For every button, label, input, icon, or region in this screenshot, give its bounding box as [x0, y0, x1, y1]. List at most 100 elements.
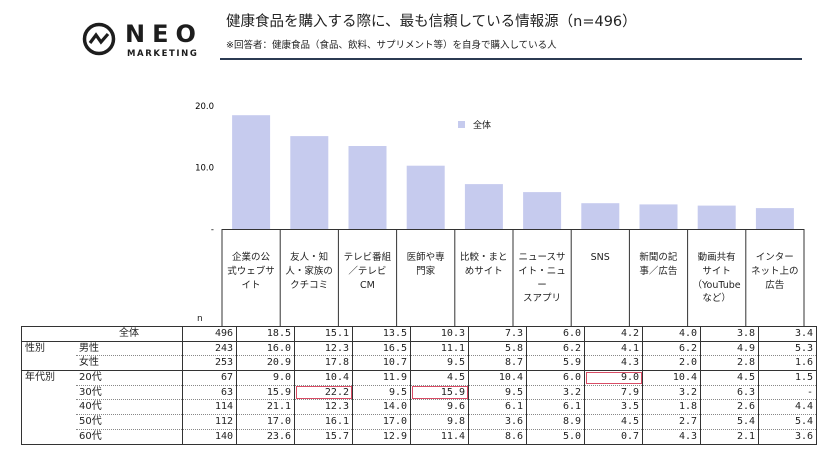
value-cell: 12.3 [294, 340, 353, 356]
category-label-line: イト・ニュー [518, 265, 566, 291]
table-row: 60代 140 23.6 15.7 12.9 11.4 8.6 5.0 0.7 4.3 2.1 3.6 [21, 428, 817, 445]
value-cell: 9.5 [352, 384, 411, 400]
value-cell: 8.6 [468, 428, 527, 445]
value-cell: 3.2 [642, 384, 701, 400]
category-label-line: CM [359, 279, 375, 291]
value-cell: 3.4 [758, 326, 817, 342]
category-label-line: 動画共有 [697, 252, 736, 263]
category-label-line: ／テレビ [348, 265, 387, 277]
row-label: 60代 [76, 428, 183, 445]
sample-size: 67 [182, 370, 237, 386]
category-label-line: 医師や専 [406, 252, 445, 263]
breakdown-table: 全体 496 18.5 15.1 13.5 10.3 7.3 6.0 4.2 4.0 3.8 3.4 性… [21, 326, 817, 445]
value-cell: 17.0 [352, 414, 411, 430]
value-cell: 2.1 [700, 428, 759, 445]
category-label: 新聞の記 事／広告 [630, 251, 686, 279]
category-label-line: 企業の公 [231, 252, 270, 263]
sample-size: 140 [182, 428, 237, 445]
value-cell: 16.0 [236, 340, 295, 356]
category-label-line: 門家 [416, 265, 436, 277]
legend-label: 全体 [473, 121, 492, 131]
bar [523, 192, 562, 229]
value-cell: 17.8 [294, 355, 353, 371]
category-label: ニュースサ イト・ニュー スアプリ [514, 251, 570, 306]
value-cell: 4.5 [584, 414, 643, 430]
value-cell: 1.8 [642, 399, 701, 415]
category-label: インター ネット上の 広告 [747, 251, 803, 292]
brand-name: NEO [125, 20, 203, 48]
value-cell: 2.8 [700, 355, 759, 371]
value-cell: 20.9 [236, 355, 295, 371]
category-label: 企業の公 式ウェブサ イト [223, 251, 279, 292]
category-label-line: テレビ番組 [343, 252, 392, 263]
table-row: 全体 496 18.5 15.1 13.5 10.3 7.3 6.0 4.2 4.0 3.8 3.4 [21, 326, 817, 342]
y-tick-label: - [211, 225, 214, 235]
row-label: 全体 [76, 326, 183, 342]
value-cell: 5.3 [758, 340, 817, 356]
group-label [21, 429, 76, 445]
bar [581, 203, 620, 229]
category-label-line: 事／広告 [639, 265, 678, 277]
value-cell: 6.0 [526, 370, 585, 386]
value-cell: 2.6 [700, 399, 759, 415]
table-row: 女性 253 20.9 17.8 10.7 9.5 8.7 5.9 4.3 2.0 2.8 1.6 [21, 355, 817, 371]
category-label: 比較・まと めサイト [456, 251, 512, 279]
value-cell: 23.6 [236, 428, 295, 445]
sample-size: 243 [182, 340, 237, 356]
value-cell: 13.5 [352, 326, 411, 342]
row-label: 女性 [76, 355, 183, 371]
bar [290, 136, 329, 229]
value-cell: 8.7 [468, 355, 527, 371]
value-cell: 5.9 [526, 355, 585, 371]
highlighted-cell: 9.0 [584, 370, 643, 386]
value-cell: 10.3 [410, 326, 469, 342]
respondent-note: ※回答者：健康食品（食品、飲料、サプリメント等）を自身で購入している人 [226, 40, 557, 51]
value-cell: 2.7 [642, 414, 701, 430]
bar [406, 165, 445, 229]
value-cell: 3.6 [758, 428, 817, 445]
value-cell: 12.9 [352, 428, 411, 445]
value-cell: 15.1 [294, 326, 353, 342]
category-label-line: 広告 [765, 279, 785, 291]
highlighted-cell: 15.9 [410, 384, 469, 400]
value-cell: 10.4 [468, 370, 527, 386]
value-cell: 4.5 [700, 370, 759, 386]
neo-logo-icon [82, 22, 116, 56]
value-cell: 9.6 [410, 399, 469, 415]
value-cell: 10.7 [352, 355, 411, 371]
value-cell: 16.5 [352, 340, 411, 356]
category-label-line: 式ウェブサ [227, 265, 275, 277]
value-cell: 2.0 [642, 355, 701, 371]
category-label-line: インター [755, 252, 794, 263]
table-row: 年代別 20代 67 9.0 10.4 11.9 4.5 10.4 6.0 9.0 10.4 4.5 1… [21, 370, 817, 386]
value-cell: 3.5 [584, 399, 643, 415]
legend-swatch [458, 121, 465, 128]
category-label-line: ニュースサ [518, 252, 566, 263]
value-cell: 6.2 [642, 340, 701, 356]
value-cell: 1.6 [758, 355, 817, 371]
value-cell: 10.4 [642, 370, 701, 386]
value-cell: 15.7 [294, 428, 353, 445]
row-label: 20代 [76, 370, 183, 386]
category-label: 医師や専 門家 [398, 251, 454, 279]
value-cell: 11.4 [410, 428, 469, 445]
category-label-line: めサイト [464, 265, 503, 277]
value-cell: 16.1 [294, 414, 353, 430]
value-cell: 4.3 [584, 355, 643, 371]
value-cell: 7.3 [468, 326, 527, 342]
value-cell: 9.5 [410, 355, 469, 371]
group-label [21, 355, 76, 371]
value-cell: 8.9 [526, 414, 585, 430]
value-cell: 5.8 [468, 340, 527, 356]
value-cell: 6.3 [700, 384, 759, 400]
value-cell: 6.1 [526, 399, 585, 415]
value-cell: 21.1 [236, 399, 295, 415]
bar [232, 115, 271, 229]
group-label [21, 399, 76, 415]
category-label-line: SNS [590, 252, 610, 263]
row-label: 30代 [76, 384, 183, 400]
y-tick-label: 20.0 [195, 102, 214, 112]
value-cell: 6.1 [468, 399, 527, 415]
row-label: 40代 [76, 399, 183, 415]
group-label: 性別 [21, 340, 76, 356]
